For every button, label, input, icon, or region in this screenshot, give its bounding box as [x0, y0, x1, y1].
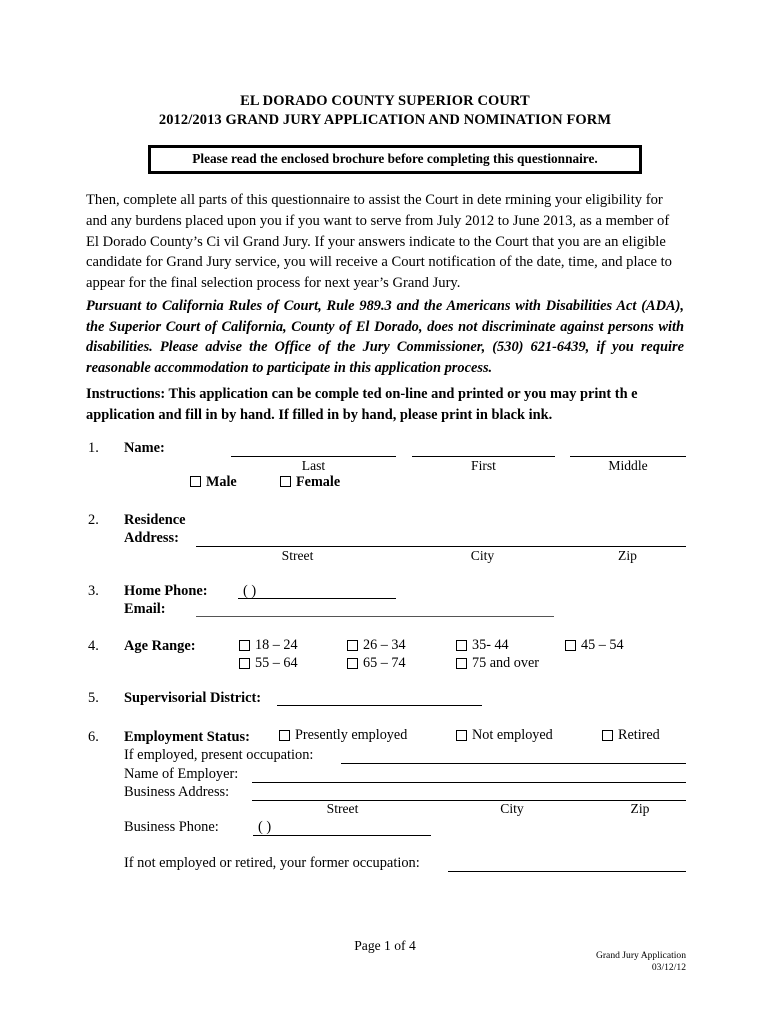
item-3-email-label: Email:	[124, 601, 166, 617]
notice-box: Please read the enclosed brochure before…	[148, 145, 642, 174]
residence-address-input[interactable]	[196, 546, 686, 547]
residence-zip-sublabel: Zip	[618, 548, 637, 563]
item-1-number: 1.	[88, 440, 99, 456]
name-last-input[interactable]	[231, 456, 396, 457]
checkbox-age-35-44[interactable]	[456, 640, 467, 651]
name-middle-input[interactable]	[570, 456, 686, 457]
label-age-45-54: 45 – 54	[581, 637, 624, 653]
home-phone-input[interactable]	[238, 598, 396, 599]
label-female: Female	[296, 474, 341, 490]
instructions-paragraph: Instructions: This application can be co…	[86, 386, 638, 423]
business-zip-sublabel: Zip	[630, 801, 650, 816]
intro-paragraph: Then, complete all parts of this questio…	[86, 192, 672, 292]
checkbox-age-55-64[interactable]	[239, 658, 250, 669]
checkbox-age-65-74[interactable]	[347, 658, 358, 669]
business-street-sublabel: Street	[326, 801, 359, 816]
footer-doc-date: 03/12/12	[651, 961, 686, 973]
checkbox-not-employed[interactable]	[456, 730, 467, 741]
supervisorial-district-input[interactable]	[277, 705, 482, 706]
item-4-label: Age Range:	[124, 638, 196, 654]
former-occupation-input[interactable]	[448, 871, 686, 872]
employer-input[interactable]	[252, 782, 686, 783]
item-6-number: 6.	[88, 729, 99, 745]
name-first-sublabel: First	[471, 458, 496, 473]
item-2-label-line2: Address:	[124, 530, 179, 546]
label-male: Male	[206, 474, 237, 490]
business-phone-label: Business Phone:	[124, 819, 219, 835]
ada-paragraph: Pursuant to California Rules of Court, R…	[86, 298, 684, 376]
checkbox-presently-employed[interactable]	[279, 730, 290, 741]
checkbox-age-75-and-over[interactable]	[456, 658, 467, 669]
occupation-label: If employed, present occupation:	[124, 747, 314, 763]
checkbox-retired[interactable]	[602, 730, 613, 741]
residence-city-sublabel: City	[470, 548, 495, 563]
label-age-75-and-over: 75 and over	[472, 655, 539, 671]
item-4-number: 4.	[88, 638, 99, 654]
employer-label: Name of Employer:	[124, 766, 239, 782]
occupation-input[interactable]	[341, 763, 686, 764]
item-2-label-line1: Residence	[124, 512, 186, 528]
document-title: EL DORADO COUNTY SUPERIOR COURT 2012/201…	[85, 92, 685, 130]
label-retired: Retired	[618, 727, 660, 743]
label-age-65-74: 65 – 74	[363, 655, 406, 671]
email-input[interactable]	[196, 616, 554, 617]
item-5-number: 5.	[88, 690, 99, 706]
item-6-label: Employment Status:	[124, 729, 250, 745]
residence-street-sublabel: Street	[281, 548, 314, 563]
item-1-label: Name:	[124, 440, 165, 456]
name-middle-sublabel: Middle	[608, 458, 648, 473]
label-not-employed: Not employed	[472, 727, 553, 743]
label-age-35-44: 35- 44	[472, 637, 509, 653]
title-line-2: 2012/2013 GRAND JURY APPLICATION AND NOM…	[158, 112, 612, 128]
name-first-input[interactable]	[412, 456, 555, 457]
label-age-55-64: 55 – 64	[255, 655, 298, 671]
home-phone-area-code-paren: ( )	[243, 583, 257, 599]
business-address-input[interactable]	[252, 800, 686, 801]
item-3-number: 3.	[88, 583, 99, 599]
item-5-label: Supervisorial District:	[124, 690, 262, 706]
business-city-sublabel: City	[500, 801, 524, 816]
checkbox-age-26-34[interactable]	[347, 640, 358, 651]
name-last-sublabel: Last	[301, 458, 326, 473]
title-line-1: EL DORADO COUNTY SUPERIOR COURT	[240, 93, 530, 109]
business-phone-input[interactable]	[253, 835, 431, 836]
checkbox-male[interactable]	[190, 476, 201, 487]
footer-doc-name: Grand Jury Application	[595, 950, 686, 961]
label-age-26-34: 26 – 34	[363, 637, 406, 653]
checkbox-age-18-24[interactable]	[239, 640, 250, 651]
footer-doc-info: Grand Jury Application 03/12/12	[596, 950, 686, 973]
footer-page-number: Page 1 of 4	[354, 938, 416, 953]
item-2-number: 2.	[88, 512, 99, 528]
former-occupation-label: If not employed or retired, your former …	[124, 855, 420, 871]
checkbox-female[interactable]	[280, 476, 291, 487]
business-address-label: Business Address:	[124, 784, 230, 800]
notice-text: Please read the enclosed brochure before…	[192, 151, 598, 166]
checkbox-age-45-54[interactable]	[565, 640, 576, 651]
label-presently-employed: Presently employed	[295, 727, 408, 743]
label-age-18-24: 18 – 24	[255, 637, 298, 653]
business-phone-area-code-paren: ( )	[258, 819, 272, 835]
item-3-phone-label: Home Phone:	[124, 583, 208, 599]
